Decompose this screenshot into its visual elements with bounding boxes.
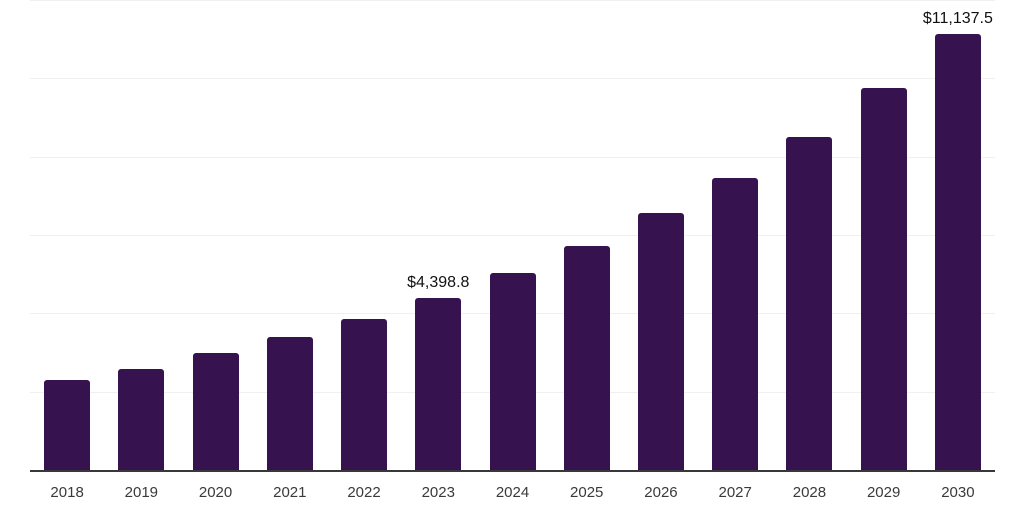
bar-2021 — [266, 336, 313, 470]
bar-2020 — [192, 352, 239, 470]
x-tick-2024: 2024 — [495, 484, 530, 501]
x-tick-2018: 2018 — [50, 484, 84, 501]
x-tick-2023: 2023 — [421, 484, 455, 501]
bar-2023 — [415, 297, 462, 470]
bar-2028 — [786, 136, 833, 470]
x-tick-2026: 2026 — [644, 484, 678, 501]
x-tick-2019: 2019 — [124, 484, 159, 501]
value-label-2023: $4,398.8 — [407, 273, 470, 291]
gridline — [30, 156, 995, 158]
bar-2030 — [934, 33, 981, 470]
bar-2018 — [44, 379, 91, 470]
x-tick-2021: 2021 — [273, 484, 307, 501]
bar-2025 — [563, 246, 610, 470]
bar-2026 — [637, 213, 684, 470]
x-tick-2029: 2029 — [866, 484, 901, 501]
plot-area: $4,398.8 $11,137.5 — [30, 0, 995, 472]
value-label-2030: $11,137.5 — [922, 9, 993, 27]
gridline — [30, 235, 995, 236]
bar-2029 — [860, 87, 907, 470]
bar-2022 — [341, 318, 388, 470]
x-axis: 2018 2019 2020 2021 2022 2023 2024 2025 2026 2027… — [30, 484, 995, 504]
bar-2019 — [118, 368, 165, 470]
x-tick-2028: 2028 — [792, 484, 827, 501]
bar-2024 — [489, 273, 536, 470]
x-tick-2022: 2022 — [347, 484, 381, 501]
x-tick-2020: 2020 — [198, 484, 233, 501]
x-tick-2027: 2027 — [718, 484, 752, 501]
bar-2027 — [712, 177, 759, 470]
gridline — [30, 78, 995, 80]
gridline — [30, 0, 995, 1]
x-tick-2030: 2030 — [941, 484, 975, 501]
x-tick-2025: 2025 — [570, 484, 604, 501]
